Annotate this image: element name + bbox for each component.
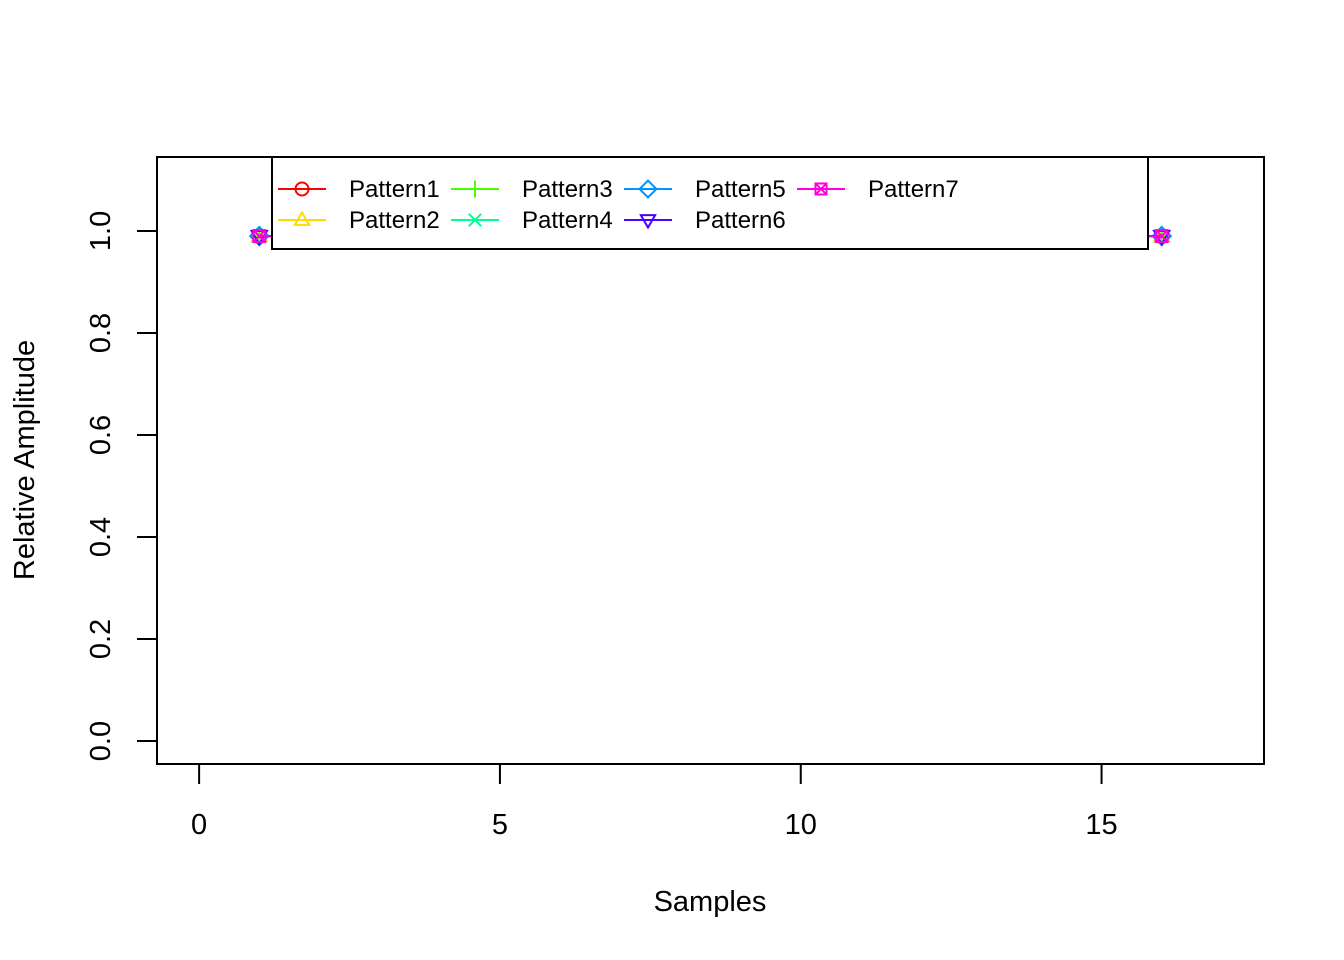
- y-tick-label: 0.2: [85, 619, 117, 659]
- data-point-marker: [814, 182, 828, 196]
- legend-label: Pattern5: [695, 176, 786, 203]
- data-point-marker: [293, 210, 311, 226]
- legend-item-pattern4: Pattern4: [451, 207, 613, 234]
- x-axis-label: Samples: [654, 886, 767, 918]
- data-point-marker: [638, 179, 658, 199]
- legend-item-pattern6: Pattern6: [624, 207, 786, 234]
- x-tick-label: 10: [785, 809, 817, 841]
- legend-label: Pattern3: [522, 176, 613, 203]
- x-tick-label: 5: [492, 809, 508, 841]
- data-point-marker: [252, 229, 267, 244]
- legend-label: Pattern2: [349, 207, 440, 234]
- legend: Pattern1 Pattern2 Pattern3 Pattern4 Pattern5…: [271, 156, 1149, 250]
- y-tick-label: 0.6: [85, 415, 117, 455]
- data-point-marker: [1154, 229, 1169, 244]
- data-point-marker: [468, 213, 482, 227]
- data-point-marker: [814, 182, 828, 196]
- legend-box: [271, 156, 1149, 250]
- legend-label: Pattern1: [349, 176, 440, 203]
- y-tick-label: 0.8: [85, 313, 117, 353]
- legend-item-pattern7: Pattern7: [797, 176, 959, 203]
- legend-label: Pattern4: [522, 207, 613, 234]
- legend-item-pattern3: Pattern3: [451, 176, 613, 203]
- data-point-marker: [1155, 229, 1169, 243]
- y-tick-label: 0.0: [85, 721, 117, 761]
- legend-label: Pattern6: [695, 207, 786, 234]
- y-axis: 0.0 0.2 0.4 0.6 0.8 1.0: [85, 211, 158, 761]
- x-tick-label: 0: [191, 809, 207, 841]
- y-axis-label: Relative Amplitude: [9, 340, 41, 580]
- data-point-marker: [252, 229, 266, 243]
- y-tick-label: 1.0: [85, 211, 117, 251]
- x-tick-label: 15: [1085, 809, 1117, 841]
- data-point-marker: [294, 181, 310, 197]
- y-tick-label: 0.4: [85, 517, 117, 557]
- data-point-marker: [639, 214, 657, 230]
- x-axis: 0 5 10 15: [191, 763, 1118, 841]
- legend-item-pattern2: Pattern2: [278, 207, 440, 234]
- data-point-marker: [466, 180, 484, 198]
- legend-item-pattern1: Pattern1: [278, 176, 440, 203]
- legend-label: Pattern7: [868, 176, 959, 203]
- legend-item-pattern5: Pattern5: [624, 176, 786, 203]
